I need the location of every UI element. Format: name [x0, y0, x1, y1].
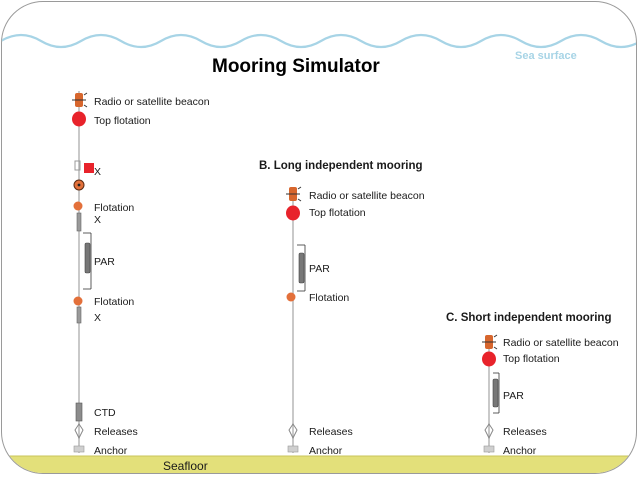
mooring-a-x1-label: X [94, 166, 101, 178]
mooring-a-releases-label: Releases [94, 426, 138, 438]
mooring-c-top-flotation-label: Top flotation [503, 353, 560, 365]
mooring-b-beacon-label: Radio or satellite beacon [309, 190, 425, 202]
mooring-b-par-sensor-icon [297, 244, 306, 292]
mooring-a-x2-instrument-icon [76, 212, 82, 232]
mooring-a-x3-label: X [94, 312, 101, 324]
mooring-b-beacon-icon [286, 186, 302, 202]
mooring-a: Radio or satellite beacon Top flotation … [72, 91, 210, 457]
sea-surface-wave [2, 33, 636, 49]
mooring-a-top-flotation-label: Top flotation [94, 115, 151, 127]
mooring-c-anchor-icon [483, 445, 495, 453]
mooring-a-flotation1-label: Flotation [94, 202, 134, 214]
mooring-c: C. Short independent mooring Radio or sa… [446, 312, 619, 457]
mooring-b-flotation-label: Flotation [309, 292, 349, 304]
mooring-c-releases-icon [484, 423, 494, 440]
mooring-b: B. Long independent mooring Radio or sat… [259, 160, 425, 457]
mooring-a-x3-instrument-icon [76, 306, 82, 324]
mooring-a-small-float-icon [73, 179, 85, 191]
seafloor-band [2, 456, 636, 473]
mooring-a-anchor-icon [73, 445, 85, 453]
mooring-a-beacon-icon [72, 92, 88, 108]
mooring-b-header: B. Long independent mooring [259, 160, 423, 172]
mooring-a-par-label: PAR [94, 256, 115, 268]
mooring-b-flotation-icon [286, 292, 296, 302]
mooring-c-par-sensor-icon [492, 372, 500, 414]
mooring-b-releases-icon [288, 423, 298, 440]
mooring-a-x2-label: X [94, 214, 101, 226]
mooring-b-top-flotation-label: Top flotation [309, 207, 366, 219]
mooring-c-par-label: PAR [503, 390, 524, 402]
mooring-c-beacon-icon [482, 334, 498, 350]
mooring-a-flotation2-icon [73, 296, 83, 306]
mooring-b-anchor-icon [287, 445, 299, 453]
mooring-a-ctd-label: CTD [94, 407, 116, 419]
mooring-a-par-sensor-icon [83, 232, 92, 290]
mooring-a-top-flotation-icon [72, 111, 86, 127]
mooring-b-releases-label: Releases [309, 426, 353, 438]
mooring-a-ctd-icon [75, 402, 83, 422]
mooring-a-x-instrument-icon [74, 160, 94, 173]
mooring-c-beacon-label: Radio or satellite beacon [503, 337, 619, 349]
mooring-c-releases-label: Releases [503, 426, 547, 438]
mooring-a-anchor-label: Anchor [94, 445, 128, 457]
sea-surface-label: Sea surface [515, 50, 577, 62]
seafloor-label: Seafloor [163, 459, 208, 473]
mooring-a-flotation1-icon [73, 201, 83, 211]
mooring-c-header: C. Short independent mooring [446, 312, 611, 324]
mooring-a-flotation2-label: Flotation [94, 296, 134, 308]
mooring-c-anchor-label: Anchor [503, 445, 537, 457]
mooring-b-top-flotation-icon [286, 205, 300, 221]
page-title: Mooring Simulator [212, 56, 380, 77]
mooring-a-beacon-label: Radio or satellite beacon [94, 96, 210, 108]
mooring-b-anchor-label: Anchor [309, 445, 343, 457]
mooring-c-top-flotation-icon [482, 351, 496, 367]
mooring-b-par-label: PAR [309, 263, 330, 275]
mooring-a-releases-icon [74, 423, 84, 440]
